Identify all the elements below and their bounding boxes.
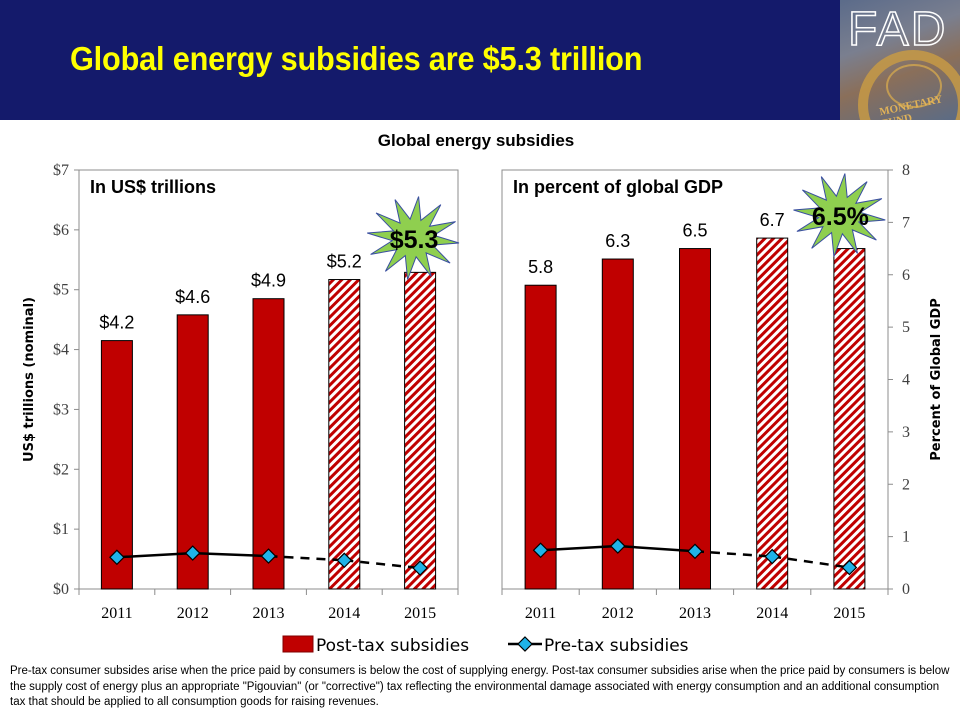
panel-subtitle: In US$ trillions [90,177,216,197]
pre-tax-marker-2013 [260,548,277,564]
energy-subsidies-chart: Global energy subsidies $0 $1 $2 $3 $4 $5 $6 $7… [22,131,944,656]
bar-data-label: $5.2 [327,252,362,272]
bar-2014 [328,279,361,590]
x-tick-label: 2015 [833,605,865,622]
callout-starburst [367,196,460,280]
callout-starburst [793,173,886,257]
x-tick-label: 2011 [101,605,132,622]
bar-2013 [252,298,285,590]
y-tick-label: 5 [902,319,910,336]
y-tick-label: 7 [902,214,910,231]
bar-data-label: $4.6 [175,287,210,307]
y-tick-label: $3 [53,401,69,418]
panel-usd-trillions: $0 $1 $2 $3 $4 $5 $6 $7 US$ trillions (nominal) 2… [22,162,460,622]
pre-tax-line-segment [192,551,269,558]
globe-icon [886,64,942,108]
bar-data-label: 6.7 [760,210,785,230]
y-axis-title: Percent of Global GDP [929,298,944,461]
slide-title: Global energy subsidies are $5.3 trillio… [70,40,643,77]
bar-2012 [601,258,634,590]
panel-subtitle: In percent of global GDP [513,177,723,197]
y-tick-label: $0 [53,581,69,598]
pre-tax-line-segment [694,550,773,558]
y-tick-label: $1 [53,521,69,538]
pre-tax-line-segment [540,544,618,552]
panel-percent-gdp: 0 1 2 3 4 5 6 7 8 Percent of Global GDP 2011 2012 20… [501,162,944,622]
imf-seal-icon [858,50,960,120]
y-tick-label: $6 [53,222,69,239]
pre-tax-marker-2014 [764,548,781,565]
slide-header: Global energy subsidies are $5.3 trillio… [0,0,960,120]
pre-tax-line-segment [344,559,421,570]
bar-2014 [756,237,789,590]
bar-2015 [404,271,437,590]
pre-tax-marker-2015 [412,560,428,576]
legend-swatch-post-tax [282,635,314,653]
y-tick-label: 6 [902,267,910,284]
y-tick-label: $4 [53,342,69,359]
callout-label: 6.5% [812,203,869,231]
legend-label-post-tax: Post-tax subsidies [316,636,469,656]
y-tick-label: $2 [53,461,69,478]
chart-title: Global energy subsidies [378,131,575,150]
bar-data-label: $4.2 [99,313,134,333]
bar-data-label: $4.9 [251,271,286,291]
footnote: Pre-tax consumer subsides arise when the… [10,665,950,708]
bar-2015 [833,248,866,590]
y-tick-label: 0 [902,581,910,598]
y-tick-label: 3 [902,424,910,441]
pre-tax-line-segment [772,555,850,569]
pre-tax-line-segment [268,554,345,562]
legend-marker-pre-tax [517,636,533,652]
bar-data-label: 5.8 [528,257,553,277]
y-tick-label: 1 [902,529,910,546]
y-tick-label: 2 [902,476,910,493]
bar-2011 [100,340,133,590]
pre-tax-line-segment [116,551,193,559]
pre-tax-marker-2011 [532,542,549,559]
pre-tax-marker-2011 [109,549,125,566]
y-tick-label: 8 [902,162,910,179]
bar-data-label: 6.5 [682,221,707,241]
pre-tax-line-segment [617,544,696,553]
chart-legend: Post-tax subsidies Pre-tax subsidies [282,635,689,656]
pre-tax-marker-2012 [609,538,626,554]
bar-2012 [176,314,209,590]
x-tick-label: 2013 [253,605,285,622]
bar-2013 [679,248,711,590]
x-tick-label: 2012 [177,605,209,622]
pre-tax-marker-2012 [184,545,201,561]
bar-data-label: 6.3 [605,231,630,251]
x-tick-label: 2015 [404,605,436,622]
x-tick-label: 2012 [602,605,634,622]
x-tick-label: 2013 [679,605,711,622]
fad-imf-logo: MONETARY FUND FAD [840,0,960,120]
pre-tax-marker-2013 [687,543,703,560]
pre-tax-marker-2015 [841,559,858,576]
y-tick-label: $7 [53,162,69,179]
bar-2011 [524,284,557,590]
y-tick-label: $5 [53,282,69,299]
x-tick-label: 2011 [525,605,556,622]
y-axis-title: US$ trillions (nominal) [22,297,37,462]
x-tick-label: 2014 [328,605,360,622]
callout-label: $5.3 [390,226,439,254]
y-tick-label: 4 [902,372,910,389]
logo-text: FAD [847,2,948,57]
pre-tax-marker-2014 [336,552,353,569]
x-tick-label: 2014 [756,605,788,622]
legend-label-pre-tax: Pre-tax subsidies [544,636,689,656]
